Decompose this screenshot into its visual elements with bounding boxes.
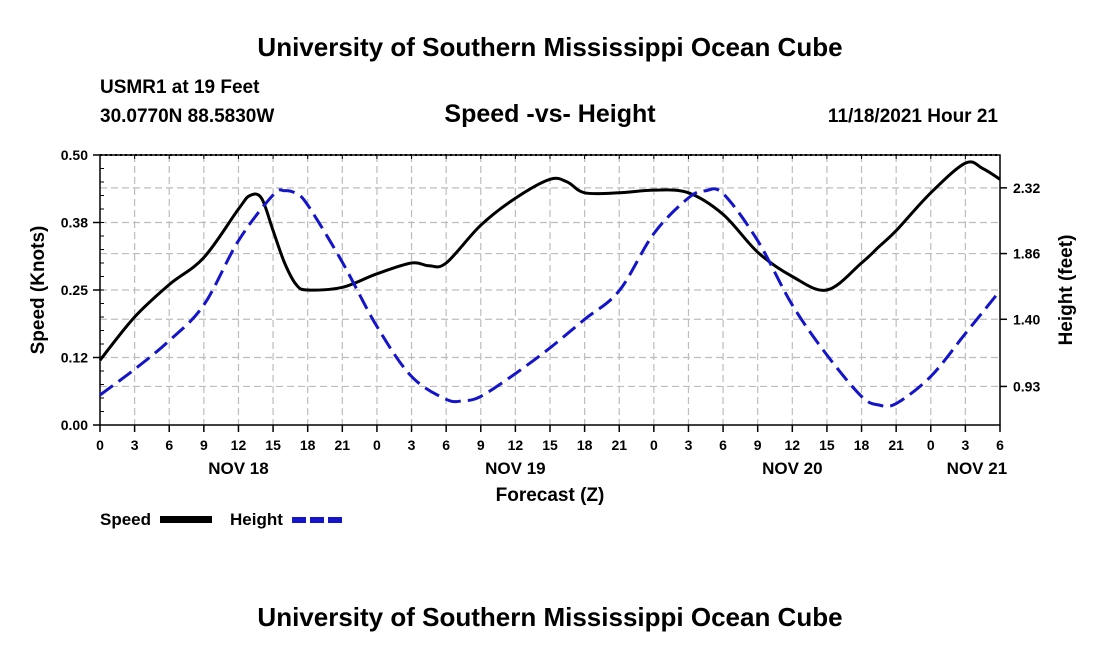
series-line-height [99, 187, 1002, 409]
left-axis-title: Speed (Knots) [28, 226, 49, 355]
org-title-top: University of Southern Mississippi Ocean… [257, 32, 843, 62]
x-axis-tick-label: 12 [785, 437, 801, 453]
station-label: USMR1 at 19 Feet [100, 77, 260, 98]
x-axis-tick-label: 0 [373, 437, 381, 453]
station-coords: 30.0770N 88.5830W [100, 106, 275, 127]
x-axis-date-label: NOV 19 [485, 459, 545, 478]
x-axis-tick-label: 6 [719, 437, 727, 453]
x-axis-tick-label: 12 [508, 437, 524, 453]
left-axis-tick-label: 0.38 [61, 215, 88, 231]
x-axis-tick-label: 21 [611, 437, 627, 453]
x-axis-tick-label: 0 [927, 437, 935, 453]
left-axis-tick-label: 0.50 [61, 147, 88, 163]
legend-height-label: Height [230, 510, 283, 529]
x-axis-tick-label: 3 [961, 437, 969, 453]
x-axis-tick-label: 18 [300, 437, 316, 453]
org-title-bottom: University of Southern Mississippi Ocean… [257, 602, 843, 632]
right-axis-tick-label: 1.86 [1013, 246, 1040, 262]
x-axis-tick-label: 0 [650, 437, 658, 453]
x-axis-date-label: NOV 20 [762, 459, 822, 478]
x-axis-tick-label: 3 [131, 437, 139, 453]
x-axis-tick-label: 9 [477, 437, 485, 453]
x-axis-tick-label: 21 [335, 437, 351, 453]
x-axis-title: Forecast (Z) [496, 485, 605, 506]
series-line-speed [98, 160, 1001, 362]
legend-speed-swatch [160, 516, 212, 523]
right-axis-tick-label: 1.40 [1013, 311, 1040, 327]
left-axis-tick-label: 0.00 [61, 417, 88, 433]
right-axis-tick-label: 0.93 [1013, 378, 1040, 394]
left-axis-tick-label: 0.12 [61, 350, 88, 366]
x-axis-tick-label: 3 [685, 437, 693, 453]
x-axis-tick-label: 6 [442, 437, 450, 453]
x-axis-tick-label: 18 [854, 437, 870, 453]
x-axis-tick-label: 6 [165, 437, 173, 453]
right-axis-tick-label: 2.32 [1013, 180, 1040, 196]
x-axis-date-label: NOV 18 [208, 459, 268, 478]
left-axis-tick-label: 0.25 [61, 282, 88, 298]
x-axis-tick-label: 15 [819, 437, 835, 453]
chart-title: Speed -vs- Height [444, 100, 656, 128]
x-axis-tick-label: 12 [231, 437, 247, 453]
x-axis-tick-label: 3 [408, 437, 416, 453]
x-axis-date-label: NOV 21 [947, 459, 1007, 478]
x-axis-tick-label: 9 [200, 437, 208, 453]
x-axis-tick-label: 18 [577, 437, 593, 453]
x-axis-tick-label: 15 [542, 437, 558, 453]
x-axis-tick-label: 9 [754, 437, 762, 453]
forecast-datetime: 11/18/2021 Hour 21 [827, 106, 998, 127]
x-axis-tick-label: 0 [96, 437, 104, 453]
right-axis-title: Height (feet) [1056, 235, 1077, 346]
legend-speed-label: Speed [100, 510, 152, 529]
x-axis-tick-label: 15 [265, 437, 281, 453]
x-axis-tick-label: 6 [996, 437, 1004, 453]
x-axis-tick-label: 21 [888, 437, 904, 453]
